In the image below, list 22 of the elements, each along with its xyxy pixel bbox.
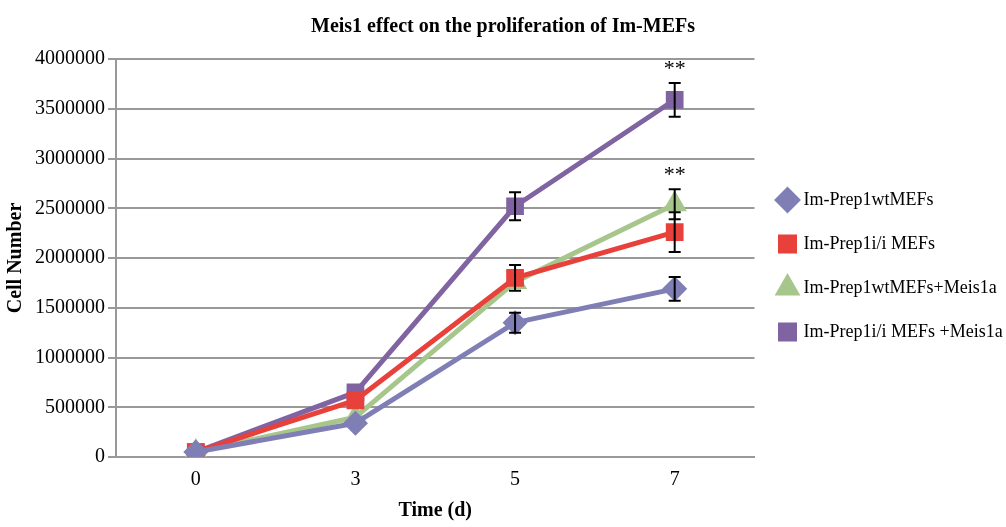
y-tick-label: 0 (95, 444, 105, 467)
y-tick-label: 2000000 (35, 245, 105, 268)
x-tick-label: 5 (510, 467, 521, 490)
x-axis-title: Time (d) (398, 498, 473, 522)
annotation: ** (663, 54, 686, 80)
chart-title: Meis1 effect on the proliferation of Im-MEFs (311, 14, 696, 38)
legend-label: Im-Prep1i/i MEFs (803, 232, 936, 253)
y-axis-title: Cell Number (3, 202, 26, 314)
legend-label: Im-Prep1i/i MEFs +Meis1a (803, 320, 1003, 341)
y-tick-label: 500000 (45, 394, 105, 417)
y-tick-label: 3000000 (35, 145, 105, 168)
legend-label: Im-Prep1wtMEFs+Meis1a (803, 276, 997, 297)
legend-label: Im-Prep1wtMEFs (803, 188, 934, 209)
y-tick-label: 1000000 (35, 344, 105, 367)
y-tick-label: 1500000 (35, 295, 105, 317)
y-tick-label: 3500000 (35, 96, 105, 118)
x-tick-label: 3 (350, 467, 361, 490)
annotation: ** (663, 161, 686, 187)
y-tick-label: 2500000 (35, 195, 105, 218)
x-tick-label: 0 (190, 467, 201, 490)
x-tick-label: 7 (669, 467, 680, 490)
y-tick-label: 4000000 (35, 46, 105, 69)
